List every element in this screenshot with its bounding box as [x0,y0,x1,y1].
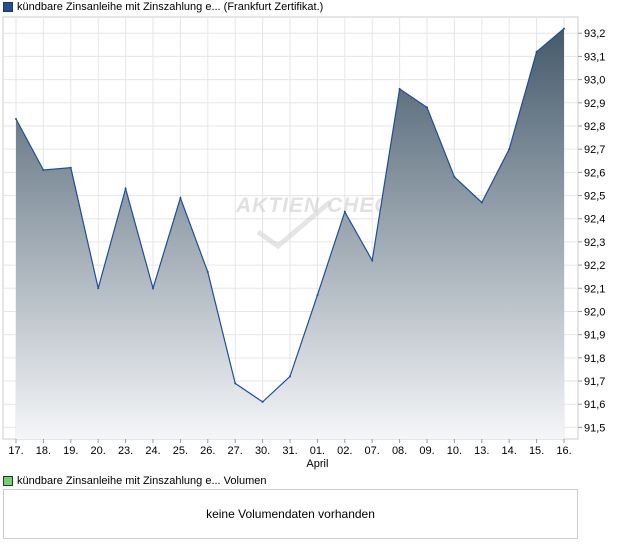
y-axis-ticks: 91,5 91,6 91,7 91,8 91,9 92,0 92,1 92,2 92,3 92,4… [578,28,605,434]
price-points [15,27,565,403]
x-tick-label: 02. [337,445,352,457]
x-tick-label: 24. [145,445,160,457]
price-point [563,27,565,30]
y-tick-label: 92,2 [584,260,605,272]
y-tick-label: 93,0 [584,75,605,87]
y-tick-label: 92,8 [584,121,605,133]
price-point [426,106,428,109]
price-legend: kündbare Zinsanleihe mit Zinszahlung e..… [3,0,323,14]
x-tick-label: 25. [173,445,188,457]
x-tick-label: 26. [200,445,215,457]
y-tick-label: 92,7 [584,144,605,156]
price-legend-swatch [3,2,13,12]
y-tick-label: 91,8 [584,353,605,365]
price-point [261,400,264,403]
x-axis-ticks: 17. 18. 19. 20. 23. 24. 25. 26. 27. 30. 31. 01.Apri… [8,439,572,470]
x-tick-label: 14. [502,445,517,457]
price-point [69,166,72,169]
x-tick-label: 01. [310,445,325,457]
price-area [16,28,564,439]
price-point [508,148,511,151]
y-tick-label: 92,4 [584,214,605,226]
volume-legend: kündbare Zinsanleihe mit Zinszahlung e..… [3,474,266,488]
volume-panel: keine Volumendaten vorhanden [3,489,578,539]
price-point [343,210,346,213]
price-point [124,187,127,190]
volume-legend-swatch [3,476,13,486]
price-point [371,259,374,262]
price-point [535,50,538,53]
price-point [97,287,100,290]
y-tick-label: 91,7 [584,376,605,388]
svg-text:AKTIEN CHECK: AKTIEN CHECK [235,194,408,217]
volume-empty-message: keine Volumendaten vorhanden [206,507,375,521]
price-point [480,201,483,204]
x-tick-label: 16. [556,445,571,457]
volume-legend-label: kündbare Zinsanleihe mit Zinszahlung e..… [17,475,267,487]
y-tick-label: 91,5 [584,422,605,434]
price-point [289,375,291,378]
x-tick-label: 31. [282,445,297,457]
x-tick-label: 23. [118,445,133,457]
y-tick-label: 92,0 [584,306,605,318]
y-tick-label: 92,5 [584,191,605,203]
price-point [316,294,319,297]
price-chart: AKTIEN CHECK 91,5 91,6 91,7 91,8 91,9 92,0 92,… [2,16,605,470]
x-tick-label: 30. [255,445,270,457]
x-tick-label: 17. [8,445,23,457]
price-point [206,271,209,274]
price-point [15,118,17,121]
x-tick-label: 18. [36,445,51,457]
watermark: AKTIEN CHECK [235,194,408,250]
price-point [179,196,182,199]
x-tick-label: 09. [419,445,434,457]
x-tick-label: 07. [365,445,380,457]
y-tick-label: 93,1 [584,51,605,63]
x-tick-label: 27. [228,445,243,457]
x-tick-label: 10. [447,445,462,457]
price-point [398,87,401,90]
price-point [42,169,45,172]
y-tick-label: 91,6 [584,399,605,411]
x-tick-label: 19. [63,445,78,457]
x-tick-label: 20. [91,445,106,457]
x-tick-label: 15. [529,445,544,457]
price-point [152,287,154,290]
y-tick-label: 92,3 [584,237,605,249]
x-month-label: April [306,458,328,470]
price-point [234,382,237,385]
price-legend-label: kündbare Zinsanleihe mit Zinszahlung e..… [17,1,324,13]
y-tick-label: 93,2 [584,28,605,40]
y-tick-label: 92,1 [584,283,605,295]
price-point [453,175,456,178]
x-tick-label: 13. [474,445,489,457]
x-tick-label: 08. [392,445,407,457]
y-tick-label: 91,9 [584,330,605,342]
y-tick-label: 92,9 [584,98,605,110]
y-tick-label: 92,6 [584,167,605,179]
